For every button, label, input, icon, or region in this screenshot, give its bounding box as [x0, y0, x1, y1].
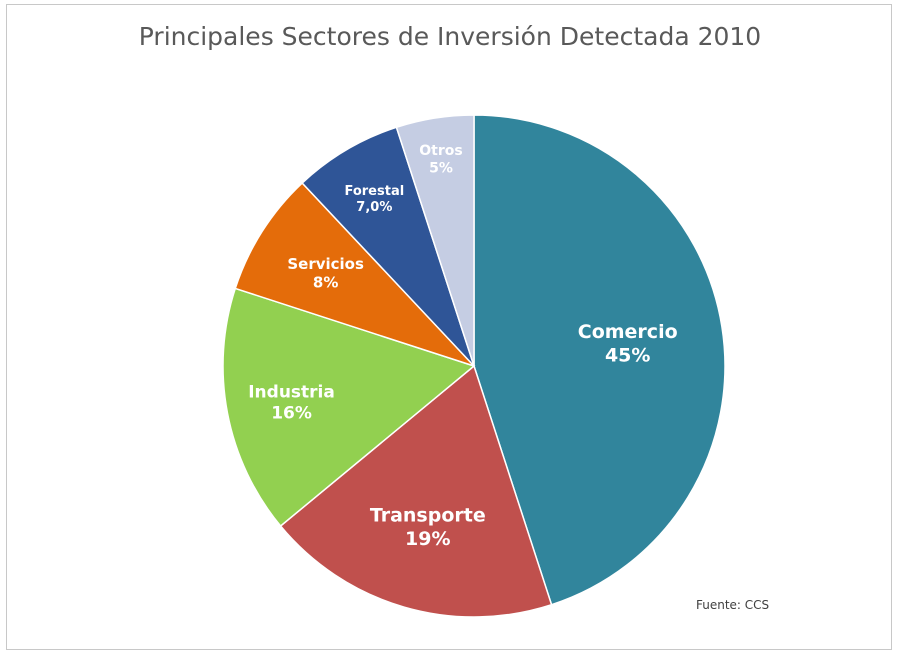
pie-slice-transporte: [279, 364, 553, 618]
slice-label: Otros: [419, 143, 462, 159]
slice-value-label: 16%: [271, 404, 312, 424]
pie-slice-otros: [395, 114, 475, 367]
slice-value-label: 5%: [429, 160, 453, 176]
slice-label: Transporte: [370, 504, 486, 526]
pie-slice-industria: [222, 287, 476, 528]
slice-label: Comercio: [578, 321, 678, 343]
slice-value-label: 45%: [605, 345, 650, 367]
chart-title: Principales Sectores de Inversión Detect…: [138, 22, 762, 51]
pie-slice-servicios: [234, 181, 475, 367]
slice-value-label: 7,0%: [356, 200, 392, 215]
pie-slice-comercio: [473, 114, 726, 606]
slice-label: Industria: [248, 382, 335, 402]
slice-label: Servicios: [287, 255, 364, 273]
slice-value-label: 19%: [405, 528, 450, 550]
slice-value-label: 8%: [313, 274, 338, 292]
pie-slice-forestal: [301, 126, 475, 367]
slice-label: Forestal: [344, 184, 404, 199]
chart-source: Fuente: CCS: [696, 598, 770, 612]
